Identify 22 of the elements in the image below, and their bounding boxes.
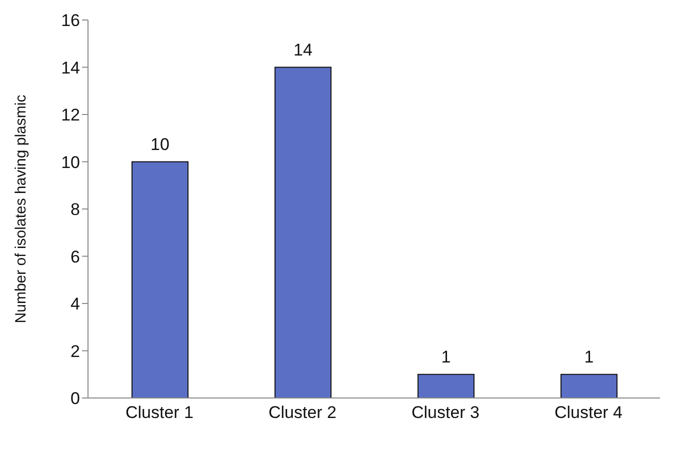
bar	[274, 66, 332, 398]
y-tick-label: 2	[70, 342, 80, 361]
x-tick-label: Cluster 3	[411, 403, 480, 422]
data-label: 1	[584, 347, 594, 366]
y-tick-label: 0	[70, 389, 80, 408]
data-label: 14	[294, 40, 312, 60]
x-tick-label: Cluster 1	[125, 403, 194, 422]
data-label: 1	[441, 347, 451, 366]
y-tick-label: 16	[61, 11, 80, 30]
y-tick-label: 6	[70, 247, 80, 266]
y-axis-title: Number of isolates having plasmic	[12, 94, 30, 324]
data-label: 10	[150, 134, 170, 154]
y-tick-label: 14	[61, 58, 80, 78]
bar	[132, 161, 188, 398]
y-tick-label: 10	[61, 152, 80, 172]
y-tick-label: 8	[70, 200, 80, 220]
x-tick-label: Cluster 2	[268, 403, 337, 422]
y-tick-label: 12	[61, 106, 80, 125]
bar	[418, 374, 474, 398]
bar	[560, 374, 618, 398]
x-tick-label: Cluster 4	[554, 403, 623, 422]
y-tick-label: 4	[70, 294, 80, 314]
